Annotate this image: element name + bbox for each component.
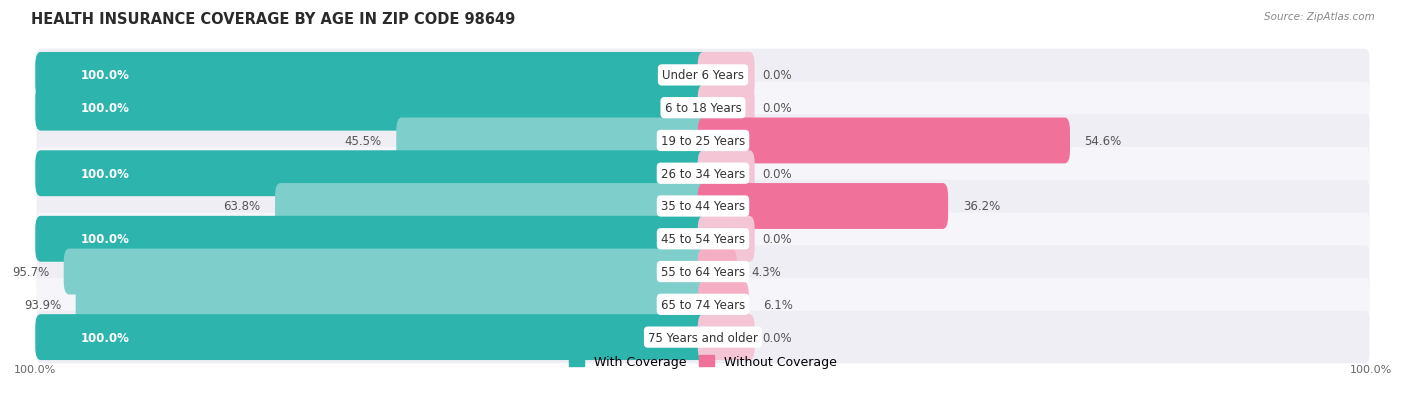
Text: 93.9%: 93.9% [24, 298, 60, 311]
FancyBboxPatch shape [697, 314, 755, 360]
Text: 100.0%: 100.0% [80, 167, 129, 180]
FancyBboxPatch shape [35, 85, 709, 131]
Text: 100.0%: 100.0% [80, 331, 129, 344]
FancyBboxPatch shape [37, 213, 1369, 266]
FancyBboxPatch shape [63, 249, 709, 295]
Legend: With Coverage, Without Coverage: With Coverage, Without Coverage [564, 350, 842, 373]
FancyBboxPatch shape [37, 115, 1369, 167]
FancyBboxPatch shape [697, 216, 755, 262]
Text: 0.0%: 0.0% [762, 167, 792, 180]
Text: 45.5%: 45.5% [344, 135, 381, 147]
FancyBboxPatch shape [37, 148, 1369, 200]
Text: 100.0%: 100.0% [1350, 364, 1392, 374]
FancyBboxPatch shape [697, 282, 749, 328]
Text: 0.0%: 0.0% [762, 233, 792, 246]
Text: 100.0%: 100.0% [80, 102, 129, 115]
Text: 6.1%: 6.1% [763, 298, 793, 311]
Text: 54.6%: 54.6% [1084, 135, 1122, 147]
FancyBboxPatch shape [37, 180, 1369, 233]
FancyBboxPatch shape [35, 314, 709, 360]
Text: 19 to 25 Years: 19 to 25 Years [661, 135, 745, 147]
Text: HEALTH INSURANCE COVERAGE BY AGE IN ZIP CODE 98649: HEALTH INSURANCE COVERAGE BY AGE IN ZIP … [31, 12, 515, 27]
Text: 0.0%: 0.0% [762, 331, 792, 344]
FancyBboxPatch shape [37, 311, 1369, 363]
FancyBboxPatch shape [37, 246, 1369, 298]
FancyBboxPatch shape [697, 85, 755, 131]
Text: 36.2%: 36.2% [963, 200, 1000, 213]
FancyBboxPatch shape [37, 50, 1369, 102]
FancyBboxPatch shape [35, 151, 709, 197]
FancyBboxPatch shape [76, 282, 709, 328]
FancyBboxPatch shape [396, 118, 709, 164]
Text: 0.0%: 0.0% [762, 69, 792, 82]
Text: 100.0%: 100.0% [14, 364, 56, 374]
Text: 4.3%: 4.3% [751, 266, 782, 278]
FancyBboxPatch shape [37, 82, 1369, 135]
FancyBboxPatch shape [697, 151, 755, 197]
Text: 0.0%: 0.0% [762, 102, 792, 115]
Text: 75 Years and older: 75 Years and older [648, 331, 758, 344]
Text: 63.8%: 63.8% [224, 200, 260, 213]
Text: Under 6 Years: Under 6 Years [662, 69, 744, 82]
Text: 100.0%: 100.0% [80, 69, 129, 82]
Text: 55 to 64 Years: 55 to 64 Years [661, 266, 745, 278]
Text: 45 to 54 Years: 45 to 54 Years [661, 233, 745, 246]
Text: 65 to 74 Years: 65 to 74 Years [661, 298, 745, 311]
Text: 95.7%: 95.7% [11, 266, 49, 278]
Text: Source: ZipAtlas.com: Source: ZipAtlas.com [1264, 12, 1375, 22]
Text: 35 to 44 Years: 35 to 44 Years [661, 200, 745, 213]
FancyBboxPatch shape [276, 184, 709, 229]
FancyBboxPatch shape [697, 249, 737, 295]
Text: 26 to 34 Years: 26 to 34 Years [661, 167, 745, 180]
Text: 100.0%: 100.0% [80, 233, 129, 246]
FancyBboxPatch shape [35, 53, 709, 99]
FancyBboxPatch shape [697, 118, 1070, 164]
FancyBboxPatch shape [697, 53, 755, 99]
FancyBboxPatch shape [35, 216, 709, 262]
Text: 6 to 18 Years: 6 to 18 Years [665, 102, 741, 115]
FancyBboxPatch shape [37, 278, 1369, 331]
FancyBboxPatch shape [697, 184, 948, 229]
